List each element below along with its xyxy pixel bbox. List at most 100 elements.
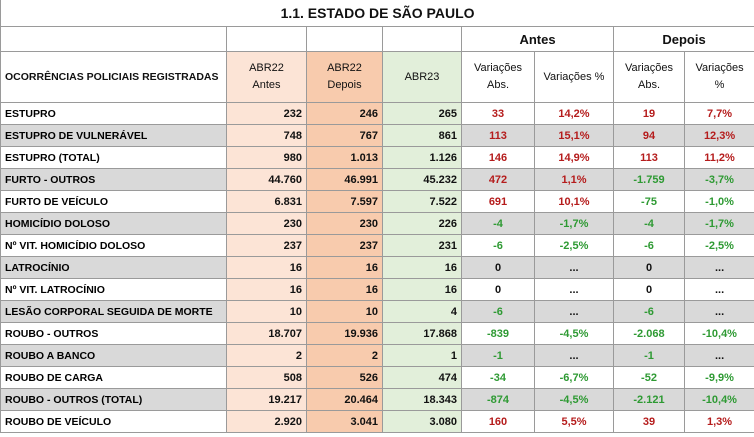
cell-depois-var-abs: -52 — [613, 366, 685, 389]
cell-abr22-depois: 7.597 — [306, 190, 383, 213]
header-abr22-antes: ABR22 Antes — [226, 51, 307, 103]
cell-abr22-depois: 230 — [306, 212, 383, 235]
cell-depois-var-pct: -10,4% — [683, 322, 754, 345]
cell-abr22-depois: 16 — [306, 278, 383, 301]
cell-antes-var-pct: -1,7% — [534, 212, 614, 235]
cell-ocorrencia: ROUBO A BANCO — [0, 344, 227, 367]
cell-depois-var-pct: 1,3% — [683, 410, 754, 433]
cell-ocorrencia: ROUBO DE CARGA — [0, 366, 227, 389]
cell-antes-var-pct: 14,2% — [534, 102, 614, 125]
cell-abr23: 45.232 — [382, 168, 462, 191]
header-depois-var-pct: Variações% — [683, 51, 754, 103]
table-row: ROUBO A BANCO 2 2 1 -1... -1... — [0, 344, 754, 367]
cell-ocorrencia: ESTUPRO (TOTAL) — [0, 146, 227, 169]
cell-depois-var-pct: -10,4% — [683, 388, 754, 411]
cell-ocorrencia: ESTUPRO DE VULNERÁVEL — [0, 124, 227, 147]
table-title: 1.1. ESTADO DE SÃO PAULO — [0, 0, 754, 27]
cell-depois-var-abs: 94 — [613, 124, 685, 147]
cell-ocorrencia: LATROCÍNIO — [0, 256, 227, 279]
cell-ocorrencia: ROUBO - OUTROS — [0, 322, 227, 345]
cell-depois-var-abs: -1 — [613, 344, 685, 367]
table-row: ROUBO DE VEÍCULO 2.920 3.041 3.080 160 5,5% 39… — [0, 410, 754, 433]
cell-antes-var-abs: 33 — [461, 102, 535, 125]
cell-depois-var-pct: ... — [683, 256, 754, 279]
header-ocorrencias: OCORRÊNCIAS POLICIAIS REGISTRADAS — [0, 51, 227, 103]
cell-depois-var-abs: 39 — [613, 410, 685, 433]
cell-depois-var-pct: -9,9% — [683, 366, 754, 389]
cell-abr22-antes: 19.217 — [226, 388, 307, 411]
table-row: ESTUPRO 232 246 265 33 14,2% 19 7,7% — [0, 102, 754, 125]
cell-antes-var-abs: 160 — [461, 410, 535, 433]
cell-antes-var-pct: -6,7% — [534, 366, 614, 389]
blank-header-cell — [382, 26, 462, 52]
cell-antes-var-pct: 1,1% — [534, 168, 614, 191]
cell-abr22-depois: 2 — [306, 344, 383, 367]
cell-abr23: 226 — [382, 212, 462, 235]
cell-abr22-antes: 10 — [226, 300, 307, 323]
cell-antes-var-abs: -874 — [461, 388, 535, 411]
cell-abr22-depois: 237 — [306, 234, 383, 257]
cell-antes-var-pct: 15,1% — [534, 124, 614, 147]
table-row: LESÃO CORPORAL SEGUIDA DE MORTE 10 10 4 -6..… — [0, 300, 754, 323]
cell-abr22-antes: 230 — [226, 212, 307, 235]
cell-antes-var-abs: -6 — [461, 300, 535, 323]
cell-abr22-antes: 508 — [226, 366, 307, 389]
cell-abr23: 17.868 — [382, 322, 462, 345]
header-antes-var-pct: Variações % — [534, 51, 614, 103]
cell-abr22-depois: 526 — [306, 366, 383, 389]
cell-antes-var-abs: 146 — [461, 146, 535, 169]
table-row: Nº VIT. LATROCÍNIO 16 16 16 0... 0... — [0, 278, 754, 301]
cell-abr23: 4 — [382, 300, 462, 323]
cell-abr22-depois: 20.464 — [306, 388, 383, 411]
cell-abr23: 16 — [382, 278, 462, 301]
cell-depois-var-abs: 0 — [613, 278, 685, 301]
cell-abr23: 7.522 — [382, 190, 462, 213]
cell-ocorrencia: FURTO DE VEÍCULO — [0, 190, 227, 213]
table-row: ROUBO - OUTROS (TOTAL) 19.217 20.464 18.343… — [0, 388, 754, 411]
table-row: ESTUPRO (TOTAL) 980 1.013 1.126 146 14,9% 113 1… — [0, 146, 754, 169]
cell-abr22-depois: 1.013 — [306, 146, 383, 169]
cell-abr22-antes: 2 — [226, 344, 307, 367]
cell-antes-var-pct: ... — [534, 300, 614, 323]
cell-depois-var-pct: 12,3% — [683, 124, 754, 147]
header-depois-var-abs: Variações Abs. — [613, 51, 685, 103]
cell-ocorrencia: HOMICÍDIO DOLOSO — [0, 212, 227, 235]
cell-antes-var-pct: 5,5% — [534, 410, 614, 433]
cell-depois-var-abs: 113 — [613, 146, 685, 169]
cell-antes-var-abs: 0 — [461, 278, 535, 301]
cell-depois-var-abs: -6 — [613, 300, 685, 323]
cell-antes-var-abs: 691 — [461, 190, 535, 213]
cell-antes-var-pct: 14,9% — [534, 146, 614, 169]
cell-depois-var-pct: ... — [683, 278, 754, 301]
cell-depois-var-abs: -75 — [613, 190, 685, 213]
cell-antes-var-abs: -34 — [461, 366, 535, 389]
cell-depois-var-pct: -1,7% — [683, 212, 754, 235]
cell-abr22-depois: 246 — [306, 102, 383, 125]
cell-antes-var-pct: ... — [534, 278, 614, 301]
cell-antes-var-pct: ... — [534, 344, 614, 367]
table-row: FURTO DE VEÍCULO 6.831 7.597 7.522 691 10,1% -… — [0, 190, 754, 213]
cell-depois-var-pct: ... — [683, 300, 754, 323]
cell-antes-var-pct: 10,1% — [534, 190, 614, 213]
table-row: ROUBO DE CARGA 508 526 474 -34 -6,7% -52 -9,9% — [0, 366, 754, 389]
cell-abr22-antes: 44.760 — [226, 168, 307, 191]
cell-antes-var-pct: -2,5% — [534, 234, 614, 257]
cell-ocorrencia: ROUBO DE VEÍCULO — [0, 410, 227, 433]
cell-abr22-antes: 16 — [226, 278, 307, 301]
cell-depois-var-abs: -4 — [613, 212, 685, 235]
header-abr23: ABR23 — [382, 51, 462, 103]
cell-abr22-antes: 980 — [226, 146, 307, 169]
cell-abr22-antes: 6.831 — [226, 190, 307, 213]
cell-abr23: 18.343 — [382, 388, 462, 411]
cell-depois-var-abs: -2.121 — [613, 388, 685, 411]
group-header-depois: Depois — [612, 26, 754, 52]
cell-depois-var-abs: -1.759 — [613, 168, 685, 191]
table-row: LATROCÍNIO 16 16 16 0... 0... — [0, 256, 754, 279]
table-row: Nº VIT. HOMICÍDIO DOLOSO 237 237 231 -6 -2,5%… — [0, 234, 754, 257]
cell-abr23: 861 — [382, 124, 462, 147]
cell-abr22-antes: 232 — [226, 102, 307, 125]
blank-header-cell — [306, 26, 383, 52]
table-row: ESTUPRO DE VULNERÁVEL 748 767 861 113 15,1% 94… — [0, 124, 754, 147]
cell-abr22-antes: 16 — [226, 256, 307, 279]
